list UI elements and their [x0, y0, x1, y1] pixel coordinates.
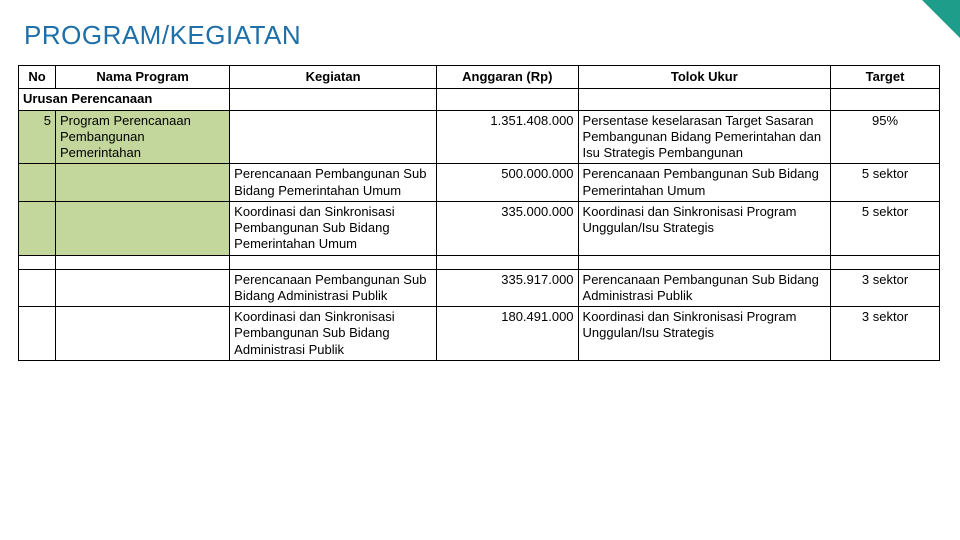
urusan-blank-tolok: [578, 89, 831, 110]
cell-target: 95%: [831, 110, 940, 164]
cell-kegiatan: Perencanaan Pembangunan Sub Bidang Pemer…: [230, 164, 437, 202]
cell-tolok: Perencanaan Pembangunan Sub Bidang Admin…: [578, 269, 831, 307]
th-target: Target: [831, 66, 940, 89]
cell-no-cont: [19, 201, 56, 255]
cell-kegiatan: Koordinasi dan Sinkronisasi Pembangunan …: [230, 201, 437, 255]
slide-corner-accent: [922, 0, 960, 38]
cell-no-cont: [19, 164, 56, 202]
cell-kegiatan: Perencanaan Pembangunan Sub Bidang Admin…: [230, 269, 437, 307]
cell-keg-blank: [230, 110, 437, 164]
cell-tolok: Persentase keselarasan Target Sasaran Pe…: [578, 110, 831, 164]
th-nama: Nama Program: [56, 66, 230, 89]
th-no: No: [19, 66, 56, 89]
cell-nama-program: Program Perencanaan Pembangunan Pemerint…: [56, 110, 230, 164]
urusan-blank-keg: [230, 89, 437, 110]
cell-tolok: Koordinasi dan Sinkronisasi Program Ungg…: [578, 307, 831, 361]
program-row: 5 Program Perencanaan Pembangunan Pemeri…: [19, 110, 940, 164]
group-spacer: [19, 255, 940, 269]
activity-row: Perencanaan Pembangunan Sub Bidang Pemer…: [19, 164, 940, 202]
cell-nama-cont: [56, 164, 230, 202]
cell-no: 5: [19, 110, 56, 164]
table-header-row: No Nama Program Kegiatan Anggaran (Rp) T…: [19, 66, 940, 89]
cell-target: 5 sektor: [831, 201, 940, 255]
activity-row: Koordinasi dan Sinkronisasi Pembangunan …: [19, 307, 940, 361]
page-title: PROGRAM/KEGIATAN: [0, 0, 960, 65]
activity-row: Koordinasi dan Sinkronisasi Pembangunan …: [19, 201, 940, 255]
cell-anggaran: 180.491.000: [437, 307, 579, 361]
cell-anggaran: 1.351.408.000: [437, 110, 579, 164]
activity-row: Perencanaan Pembangunan Sub Bidang Admin…: [19, 269, 940, 307]
th-keg: Kegiatan: [230, 66, 437, 89]
cell-nama-cont: [56, 307, 230, 361]
cell-nama-cont: [56, 201, 230, 255]
program-table: No Nama Program Kegiatan Anggaran (Rp) T…: [18, 65, 940, 361]
cell-anggaran: 335.917.000: [437, 269, 579, 307]
cell-anggaran: 500.000.000: [437, 164, 579, 202]
cell-target: 5 sektor: [831, 164, 940, 202]
cell-tolok: Perencanaan Pembangunan Sub Bidang Pemer…: [578, 164, 831, 202]
cell-tolok: Koordinasi dan Sinkronisasi Program Ungg…: [578, 201, 831, 255]
th-angg: Anggaran (Rp): [437, 66, 579, 89]
urusan-blank-angg: [437, 89, 579, 110]
urusan-label: Urusan Perencanaan: [19, 89, 230, 110]
cell-target: 3 sektor: [831, 269, 940, 307]
cell-no-cont: [19, 269, 56, 307]
cell-target: 3 sektor: [831, 307, 940, 361]
cell-nama-cont: [56, 269, 230, 307]
cell-kegiatan: Koordinasi dan Sinkronisasi Pembangunan …: [230, 307, 437, 361]
urusan-blank-target: [831, 89, 940, 110]
urusan-row: Urusan Perencanaan: [19, 89, 940, 110]
cell-anggaran: 335.000.000: [437, 201, 579, 255]
cell-no-cont: [19, 307, 56, 361]
th-tolok: Tolok Ukur: [578, 66, 831, 89]
